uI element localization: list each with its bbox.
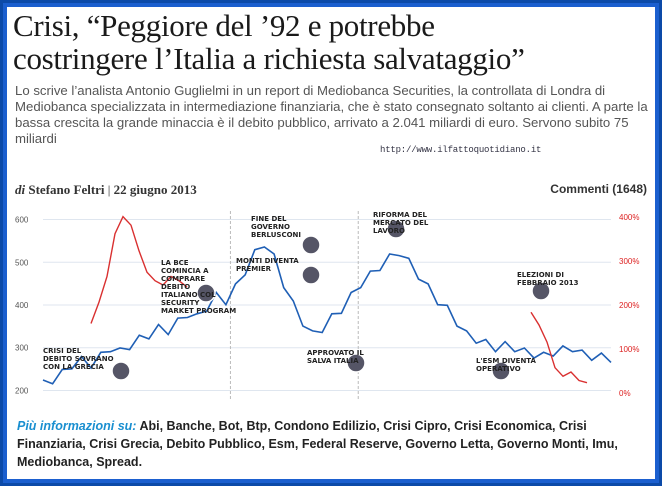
source-watermark: http://www.ilfattoquotidiano.it: [380, 145, 542, 155]
more-info: Più informazioni su: Abi, Banche, Bot, B…: [17, 417, 647, 471]
annotation-label: MARKET PROGRAM: [161, 307, 236, 315]
tag-link[interactable]: Esm,: [265, 437, 299, 451]
tag-list: Abi, Banche, Bot, Btp, Condono Edilizio,…: [17, 419, 618, 469]
left-tick-label: 300: [15, 344, 29, 353]
right-axis: 400% 300% 200% 100% 0%: [619, 213, 639, 398]
tag-link[interactable]: Spread.: [92, 455, 143, 469]
tag-link[interactable]: Imu,: [588, 437, 618, 451]
left-axis: 600 500 400 300 200: [15, 216, 29, 396]
annotation-portrait: [346, 353, 366, 373]
tag-link[interactable]: Crisi Finanziaria,: [17, 419, 587, 451]
spread-chart: 600 500 400 300 200 400% 300% 200% 100% 0% CRISI…: [11, 203, 651, 407]
author-link[interactable]: Stefano Feltri: [28, 182, 105, 197]
annotation-label: SECURITY: [161, 299, 200, 307]
chart-grid: [43, 211, 611, 399]
right-tick-label: 100%: [619, 345, 639, 354]
annotation-label: CON LA GRECIA: [43, 363, 104, 371]
annotation-portrait: [491, 361, 511, 381]
tag-link[interactable]: Federal Reserve,: [298, 437, 402, 451]
annotation-label: COMPRARE: [161, 275, 205, 283]
annotation-portrait: [301, 265, 321, 285]
chart-series: [42, 215, 612, 385]
byline-di: di: [15, 182, 26, 197]
annotation-label: LAVORO: [373, 227, 405, 235]
tag-link[interactable]: Bot,: [215, 419, 243, 433]
annotation-portrait: [196, 283, 216, 303]
annotation-label: COMINCIA A: [161, 267, 209, 275]
left-tick-label: 500: [15, 258, 29, 267]
annotation-label: APPROVATO IL: [307, 349, 364, 357]
annotation-label: FEBBRAIO 2013: [517, 279, 579, 287]
article-card: Crisi, “Peggiore del ’92 e potrebbe cost…: [7, 7, 655, 479]
annotation-label: MONTI DIVENTA: [236, 257, 299, 265]
right-tick-label: 300%: [619, 257, 639, 266]
series-red-late: [530, 311, 588, 384]
annotation-label: CRISI DEL: [43, 347, 82, 355]
article-headline: Crisi, “Peggiore del ’92 e potrebbe cost…: [13, 9, 653, 75]
tag-link[interactable]: Debito Pubblico,: [162, 437, 265, 451]
annotation-label: RIFORMA DEL: [373, 211, 428, 219]
left-tick-label: 400: [15, 301, 29, 310]
series-red-early: [90, 215, 188, 324]
annotation-label: GOVERNO: [251, 223, 290, 231]
tag-link[interactable]: Banche,: [163, 419, 216, 433]
annotation-label: OPERATIVO: [476, 365, 521, 373]
tag-link[interactable]: Crisi Cipro,: [379, 419, 451, 433]
left-tick-label: 600: [15, 216, 29, 225]
right-tick-label: 200%: [619, 301, 639, 310]
byline: di Stefano Feltri | 22 giugno 2013: [15, 182, 197, 198]
right-tick-label: 0%: [619, 389, 631, 398]
headline-line-1: Crisi, “Peggiore del ’92 e potrebbe: [13, 8, 435, 43]
tag-link[interactable]: Mediobanca,: [17, 455, 93, 469]
annotation-portrait: [531, 281, 551, 301]
annotation-label: FINE DEL: [251, 215, 287, 223]
annotation-label: SALVA ITALIA: [307, 357, 359, 365]
left-tick-label: 200: [15, 386, 29, 395]
headline-line-2: costringere l’Italia a richiesta salvata…: [13, 41, 525, 76]
annotation-label: L'ESM DIVENTA: [476, 357, 537, 365]
annotation-label: MERCATO DEL: [373, 219, 429, 227]
tag-link[interactable]: Btp,: [242, 419, 271, 433]
tag-link[interactable]: Governo Letta,: [401, 437, 494, 451]
comments-link[interactable]: Commenti (1648): [550, 182, 647, 196]
tag-link[interactable]: Crisi Economica,: [450, 419, 556, 433]
chart-svg: 600 500 400 300 200 400% 300% 200% 100% 0% CRISI…: [15, 211, 639, 399]
tag-link[interactable]: Crisi Grecia,: [85, 437, 163, 451]
tag-link[interactable]: Abi,: [139, 419, 164, 433]
article-summary: Lo scrive l’analista Antonio Guglielmi i…: [15, 83, 648, 146]
annotation-label: LA BCE: [161, 259, 189, 267]
tag-link[interactable]: Governo Monti,: [493, 437, 589, 451]
annotation-portrait: [386, 219, 406, 239]
publish-date: 22 giugno 2013: [113, 182, 197, 197]
page-frame: Crisi, “Peggiore del ’92 e potrebbe cost…: [3, 3, 659, 483]
annotation-portrait: [111, 361, 131, 381]
annotation-label: DEBITO: [161, 283, 190, 291]
tag-link[interactable]: Condono Edilizio,: [270, 419, 380, 433]
annotation-label: ITALIANO COL: [161, 291, 216, 299]
byline-separator: |: [107, 182, 111, 197]
more-info-label: Più informazioni su:: [17, 419, 137, 433]
annotation-portrait: [301, 235, 321, 255]
annotation-label: BERLUSCONI: [251, 231, 301, 239]
right-tick-label: 400%: [619, 213, 639, 222]
series-spread-line: [42, 246, 612, 385]
annotation-label: PREMIER: [236, 265, 272, 273]
annotation-label: ELEZIONI DI: [517, 271, 564, 279]
annotation-label: DEBITO SOVRANO: [43, 355, 114, 363]
